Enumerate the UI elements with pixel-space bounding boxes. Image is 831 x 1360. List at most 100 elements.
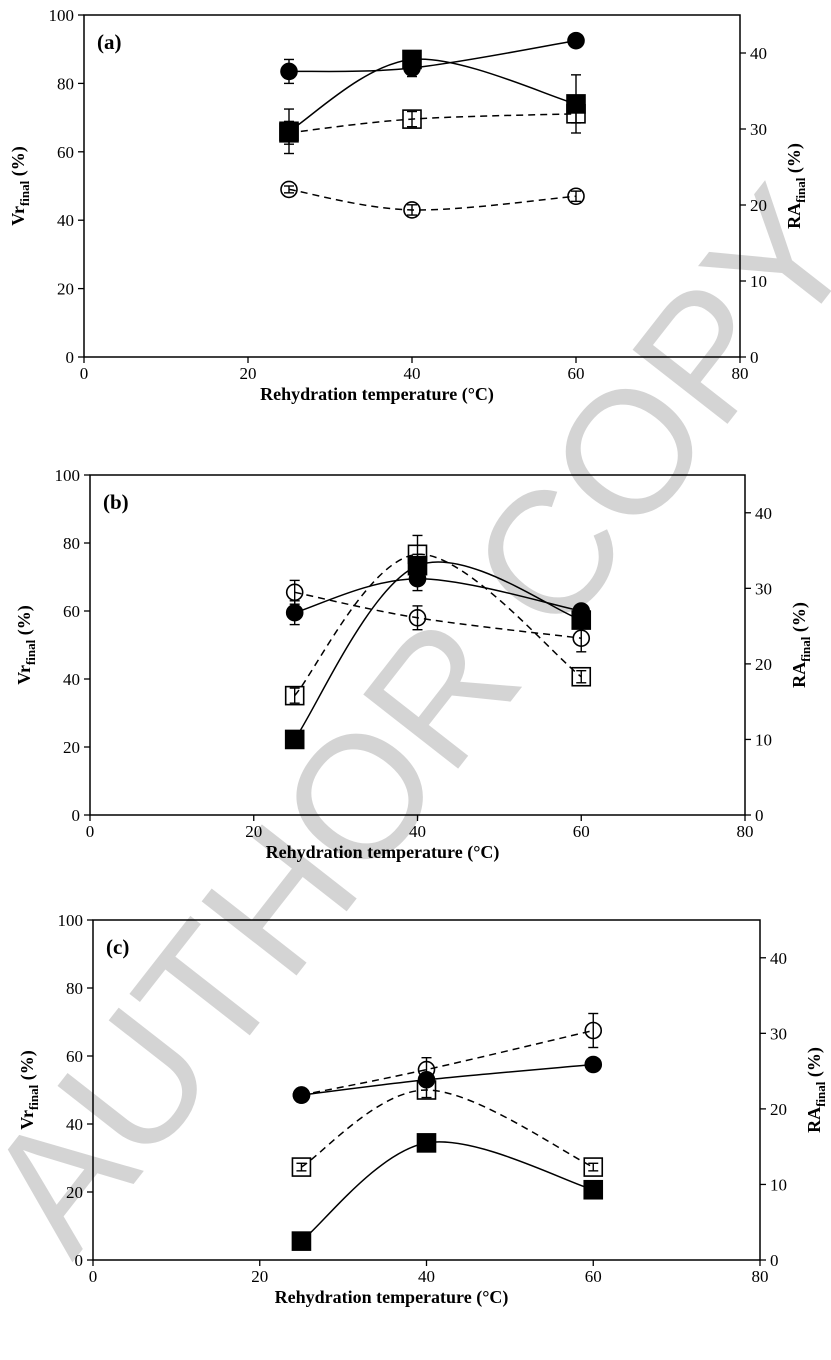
x-tick-label: 60 (585, 1267, 602, 1286)
y-left-axis-title-sub: final (26, 1084, 41, 1110)
y-left-tick-label: 100 (49, 6, 75, 25)
series-1-point (584, 1055, 603, 1074)
y-left-axis-title-main: Vr (8, 206, 28, 226)
y-right-axis-title-sub: final (793, 177, 808, 203)
series-3-point (284, 729, 305, 750)
series-1-line (288, 39, 577, 73)
y-left-axis-title-unit: (%) (17, 1050, 38, 1085)
y-left-tick-label: 60 (66, 1047, 83, 1066)
y-right-tick-label: 0 (770, 1251, 779, 1270)
y-left-tick-label: 80 (57, 74, 74, 93)
series-4-point (571, 666, 592, 687)
y-right-tick-label: 40 (770, 949, 787, 968)
y-right-tick-label: 10 (755, 730, 772, 749)
y-right-axis-title-unit: (%) (804, 1047, 825, 1082)
panel-label: (c) (106, 935, 129, 959)
y-right-tick-label: 20 (750, 196, 767, 215)
y-right-axis-title-sub: final (798, 636, 813, 662)
y-left-tick-label: 80 (66, 979, 83, 998)
series-3-point (291, 1231, 312, 1251)
y-left-tick-label: 0 (75, 1251, 84, 1270)
series-4-line (294, 553, 582, 697)
y-right-tick-label: 30 (770, 1024, 787, 1043)
y-right-axis-title-unit: (%) (784, 143, 805, 178)
series-3-line (288, 58, 577, 132)
series-2-point (408, 608, 427, 627)
panel-label: (b) (103, 490, 129, 514)
y-left-axis-title: Vrfinal (%) (8, 146, 32, 225)
y-left-axis-title-unit: (%) (8, 146, 29, 181)
panel-1: 0 20 40 60 80020406080100010203040Rehydratio… (8, 6, 808, 405)
series-4-point (416, 1080, 437, 1100)
y-left-axis-title-sub: final (23, 639, 38, 665)
series-4-point (583, 1157, 604, 1177)
series-4-point (407, 544, 428, 565)
x-tick-label: 80 (732, 364, 749, 383)
x-axis-title: Rehydration temperature (°C) (260, 384, 494, 405)
y-right-axis-title: RAfinal (%) (784, 143, 808, 229)
y-left-tick-label: 40 (66, 1115, 83, 1134)
y-right-tick-label: 0 (750, 348, 759, 367)
y-right-axis-title: RAfinal (%) (804, 1047, 828, 1133)
y-right-tick-label: 40 (755, 504, 772, 523)
x-tick-label: 40 (409, 822, 426, 841)
series-2-point (567, 187, 585, 206)
series-1-point (285, 603, 304, 622)
series-2-point (285, 583, 304, 602)
y-left-tick-label: 100 (55, 466, 81, 485)
y-right-tick-label: 10 (770, 1175, 787, 1194)
y-left-axis-title: Vrfinal (%) (17, 1050, 41, 1129)
y-right-tick-label: 40 (750, 44, 767, 63)
y-left-tick-label: 80 (63, 534, 80, 553)
series-1-point (567, 31, 585, 50)
x-tick-label: 20 (245, 822, 262, 841)
series-4-point (279, 123, 299, 143)
series-4-point (291, 1157, 312, 1177)
x-tick-label: 40 (418, 1267, 435, 1286)
y-left-tick-label: 40 (57, 211, 74, 230)
x-tick-label: 0 (89, 1267, 98, 1286)
y-right-axis-title-main: RA (804, 1107, 824, 1133)
y-right-tick-label: 30 (750, 120, 767, 139)
y-left-tick-label: 60 (57, 143, 74, 162)
x-tick-label: 80 (752, 1267, 769, 1286)
y-left-axis-title-sub: final (17, 180, 32, 206)
series-2-point (403, 201, 421, 219)
y-right-axis-title-sub: final (813, 1081, 828, 1107)
x-tick-label: 20 (240, 364, 257, 383)
y-left-tick-label: 20 (57, 280, 74, 299)
series-2-point (584, 1021, 603, 1040)
panel-2: 0 20 40 60 80020406080100010203040Rehydratio… (14, 466, 813, 863)
x-tick-label: 40 (404, 364, 421, 383)
watermark: AUTHOR COPY (0, 155, 831, 1286)
y-left-tick-label: 0 (66, 348, 75, 367)
series-2-point (280, 180, 298, 199)
series-4-line (301, 1089, 594, 1168)
y-right-tick-label: 30 (755, 579, 772, 598)
y-right-tick-label: 20 (755, 655, 772, 674)
x-axis-title: Rehydration temperature (°C) (275, 1287, 509, 1308)
y-right-tick-label: 0 (755, 806, 764, 825)
x-tick-label: 80 (737, 822, 754, 841)
series-3-point (583, 1179, 604, 1200)
panel-label: (a) (97, 30, 122, 54)
series-2-line (301, 1029, 594, 1096)
series-1-point (280, 62, 298, 81)
y-left-tick-label: 40 (63, 670, 80, 689)
x-axis-title: Rehydration temperature (°C) (266, 842, 500, 863)
x-tick-label: 20 (251, 1267, 268, 1286)
y-left-tick-label: 100 (58, 911, 84, 930)
series-4-point (566, 104, 586, 124)
series-2-line (288, 188, 577, 211)
y-left-tick-label: 0 (72, 806, 81, 825)
y-left-tick-label: 20 (66, 1183, 83, 1202)
series-4-line (288, 113, 577, 134)
y-right-axis-title-main: RA (784, 203, 804, 229)
series-4-point (284, 685, 305, 706)
y-left-axis-title-main: Vr (17, 1110, 37, 1130)
series-4-point (402, 109, 422, 129)
y-left-axis-title: Vrfinal (%) (14, 605, 38, 684)
y-left-axis-title-main: Vr (14, 665, 34, 685)
y-right-tick-label: 10 (750, 272, 767, 291)
